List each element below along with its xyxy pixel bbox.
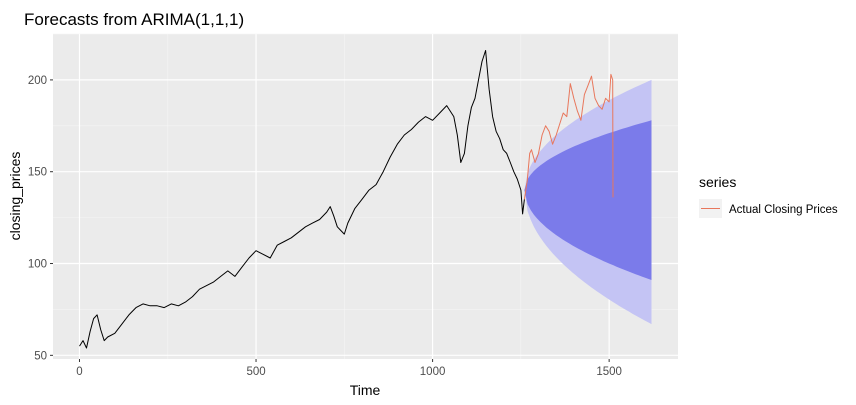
y-tick-label: 200 xyxy=(28,75,47,87)
series-lines xyxy=(79,50,614,349)
forecast-bands xyxy=(524,79,652,325)
axis-ticks: 0 500 1000 1500 50 100 150 200 xyxy=(28,75,622,378)
x-tick-label: 500 xyxy=(246,366,265,378)
x-tick-label: 0 xyxy=(76,366,82,378)
y-axis-title: closing_prices xyxy=(7,152,23,241)
y-tick-label: 100 xyxy=(28,259,47,271)
legend-label-actual-closing-prices: Actual Closing Prices xyxy=(729,204,838,216)
y-tick-label: 150 xyxy=(28,167,47,179)
x-axis-title: Time xyxy=(350,382,381,398)
y-tick-label: 50 xyxy=(34,350,47,362)
series-line-actual-closing-prices xyxy=(523,73,614,200)
chart-title: Forecasts from ARIMA(1,1,1) xyxy=(24,10,244,29)
legend-title: series xyxy=(699,174,736,190)
x-tick-label: 1000 xyxy=(420,366,446,378)
x-tick-label: 1500 xyxy=(596,366,622,378)
forecast-band-80 xyxy=(524,120,652,280)
series-line-closing-prices xyxy=(79,50,525,349)
